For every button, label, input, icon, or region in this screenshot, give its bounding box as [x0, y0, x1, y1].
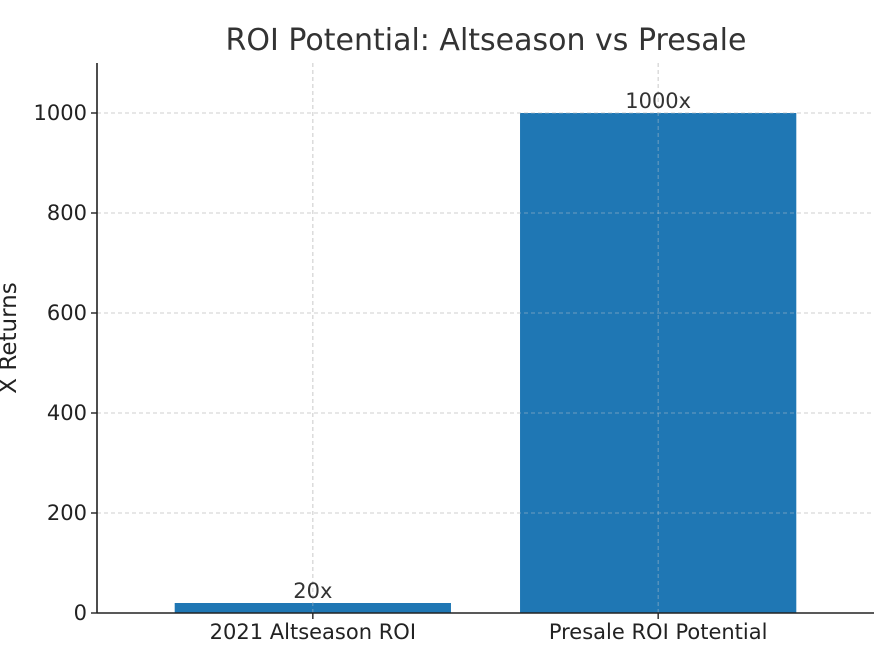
chart-title: ROI Potential: Altseason vs Presale [226, 23, 747, 58]
tick-labels: 0 200 400 600 800 1000 2021 Altseason ROI Presa… [34, 101, 768, 644]
y-tick-label-800: 800 [47, 201, 87, 225]
bar-1 [174, 603, 451, 613]
y-axis-label: X Returns [0, 282, 22, 393]
y-tick-label-0: 0 [74, 601, 87, 625]
grid-lines [97, 63, 874, 614]
x-tick-label-1: 2021 Altseason ROI [210, 620, 416, 644]
axes [96, 63, 874, 614]
y-tick-label-1000: 1000 [34, 101, 87, 125]
bar-2 [520, 113, 797, 613]
y-tick-label-600: 600 [47, 301, 87, 325]
bars [97, 63, 874, 613]
y-tick-label-200: 200 [47, 501, 87, 525]
data-label-1: 20x [293, 579, 332, 603]
data-label-2: 1000x [625, 89, 691, 113]
data-labels: 20x 1000x [293, 89, 691, 603]
y-tick-label-400: 400 [47, 401, 87, 425]
x-tick-label-2: Presale ROI Potential [549, 620, 768, 644]
